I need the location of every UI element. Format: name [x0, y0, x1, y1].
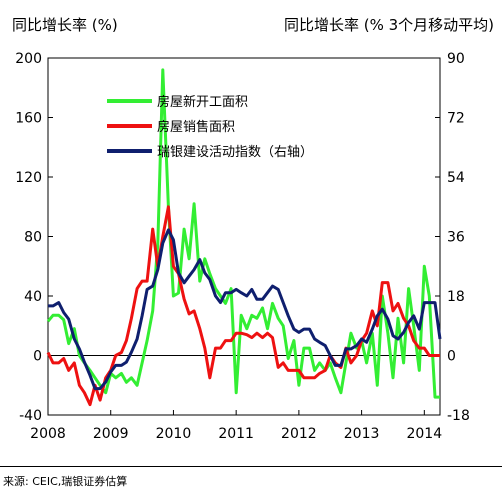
- left-axis-title: 同比增长率 (%): [12, 16, 118, 34]
- x-tick-label: 2014: [406, 426, 442, 442]
- x-tick-label: 2012: [281, 426, 317, 442]
- right-tick-label: 90: [447, 51, 465, 67]
- right-axis-title: 同比增长率 (% 3个月移动平均): [283, 16, 494, 34]
- series-line-3: [48, 228, 442, 391]
- right-tick-label: 36: [447, 230, 465, 246]
- legend-label-2: 房屋销售面积: [157, 119, 235, 135]
- right-tick-label: -18: [447, 408, 470, 424]
- left-tick-label: 40: [24, 289, 42, 305]
- left-tick-label: 200: [15, 51, 42, 67]
- x-tick-label: 2008: [30, 426, 66, 442]
- plot-frame: [47, 57, 441, 416]
- x-tick-label: 2013: [344, 426, 380, 442]
- right-tick-label: 54: [447, 170, 465, 186]
- legend-label-1: 房屋新开工面积: [157, 94, 248, 110]
- legend-label-3: 瑞银建设活动指数（右轴）: [157, 145, 313, 160]
- right-tick-label: 72: [447, 111, 465, 127]
- right-tick-label: 18: [447, 289, 465, 305]
- source-note: 来源: CEIC,瑞银证券估算: [3, 475, 128, 488]
- x-tick-label: 2010: [156, 426, 192, 442]
- left-tick-label: 0: [33, 349, 42, 365]
- left-tick-label: -40: [19, 408, 42, 424]
- source-divider: [0, 466, 502, 467]
- left-tick-label: 120: [15, 170, 42, 186]
- left-tick-label: 80: [24, 230, 42, 246]
- series-line-1: [46, 68, 440, 399]
- right-tick-label: 0: [447, 349, 456, 365]
- x-tick-label: 2009: [93, 426, 129, 442]
- x-tick-label: 2011: [218, 426, 254, 442]
- left-tick-label: 160: [15, 111, 42, 127]
